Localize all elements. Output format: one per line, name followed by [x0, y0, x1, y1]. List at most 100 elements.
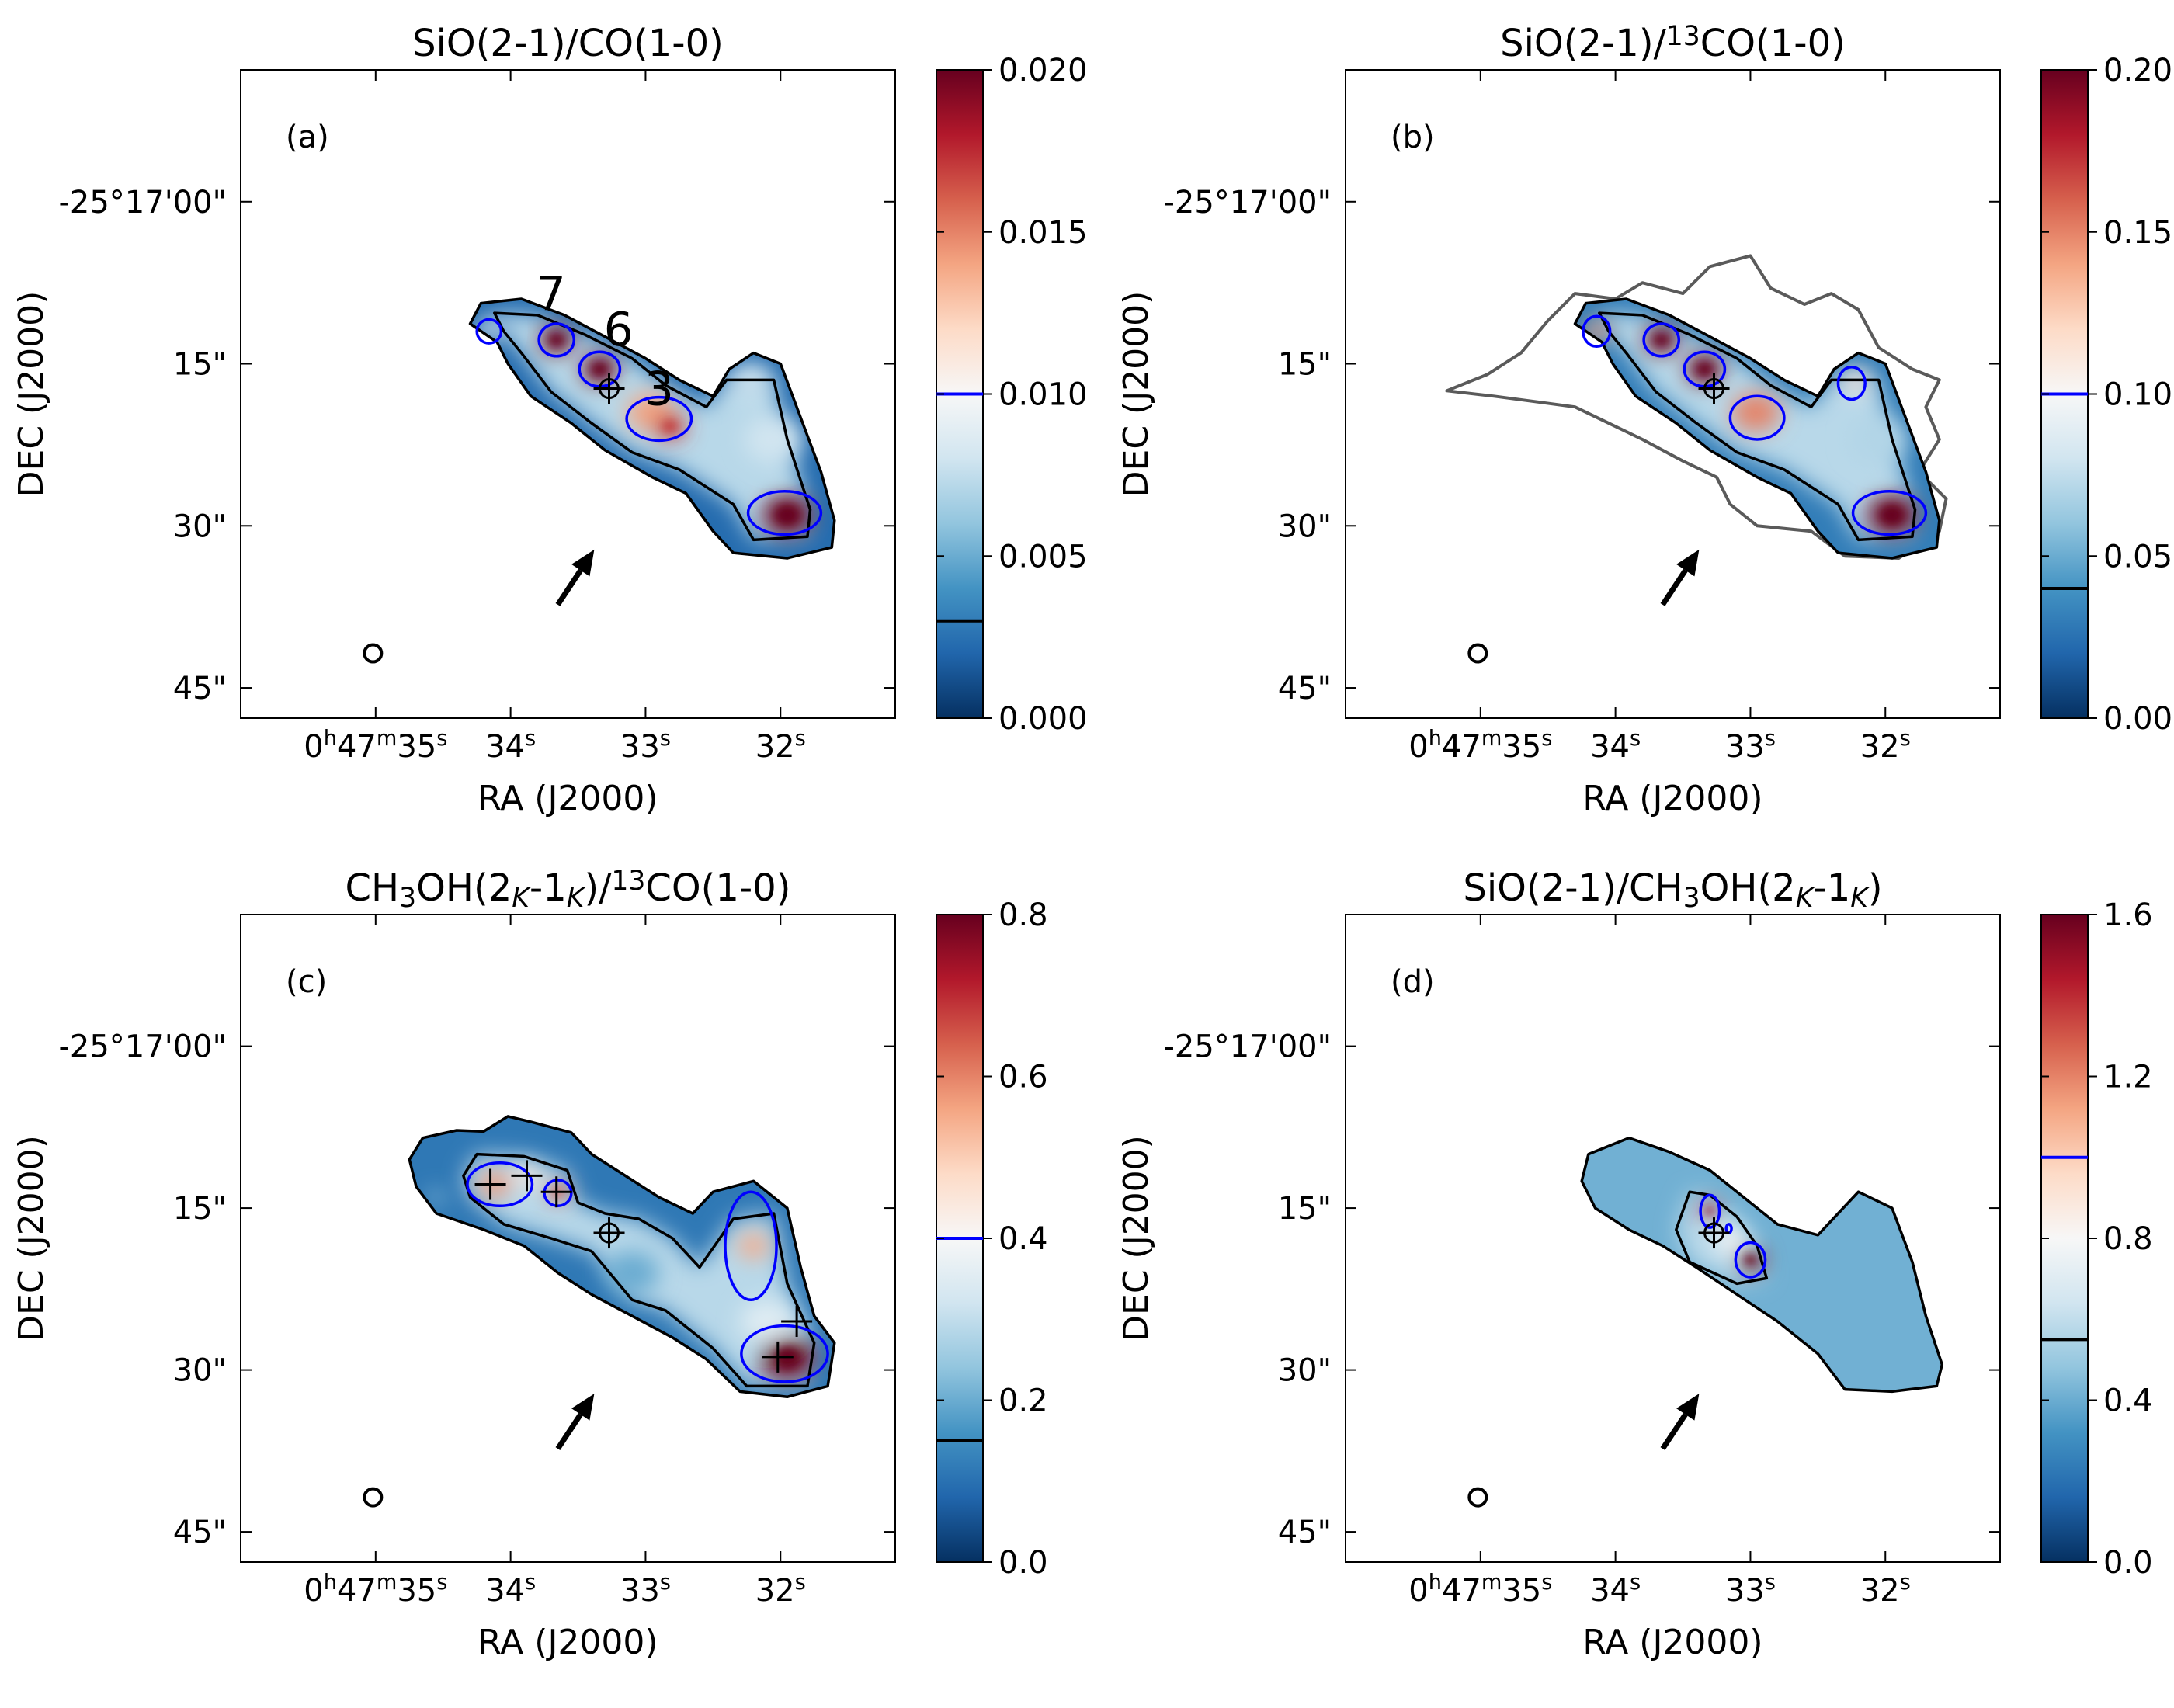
marker-ring [1703, 1222, 1725, 1244]
x-tick-label-part: 33 [1725, 729, 1765, 765]
colorbar-tick-label: 0.0 [998, 1545, 1048, 1581]
panel-title: SiO(2-1)/CO(1-0) [412, 22, 724, 65]
ratio-map [1575, 299, 1940, 558]
direction-arrow-shaft [555, 568, 583, 606]
x-tick-label-part: s [795, 1571, 806, 1595]
x-tick-label-part: h [1429, 727, 1442, 751]
x-tick-label: 0h47m35s [1408, 727, 1552, 765]
plus-marker [762, 1341, 794, 1373]
x-tick-label-part: 32 [755, 729, 795, 765]
hotspot-core [592, 363, 608, 376]
x-tick-label: 34s [1590, 727, 1641, 765]
marker-ring [599, 378, 620, 400]
hotspot [744, 415, 804, 463]
x-tick-label: 34s [485, 727, 536, 765]
x-tick-label-part: s [1900, 727, 1911, 751]
x-tick-label-part: 0 [304, 1573, 323, 1609]
colorbar: 0.0 0.4 0.8 1.2 1.6 [2040, 897, 2153, 1581]
hotspot [428, 1190, 445, 1204]
high-threshold-contour [1728, 394, 1786, 441]
x-tick-label-part: 35 [1502, 1573, 1541, 1609]
axes-frame [240, 914, 896, 1563]
x-tick-label-part: 33 [620, 729, 660, 765]
x-tick-label-part: 32 [755, 1573, 795, 1609]
plus-marker [540, 1176, 572, 1208]
y-tick-label: -25°17'00" [1163, 1029, 1332, 1065]
y-axis-label: DEC (J2000) [1117, 291, 1156, 498]
colorbar-tick-label: 0.4 [2103, 1383, 2153, 1419]
hotspot [605, 1251, 659, 1295]
hotspot-core [1705, 1207, 1714, 1215]
panel-c: 0h47m35s 34s 33s 32s-25°17'00"15"30"45"(c)C… [12, 866, 1048, 1662]
x-tick-label: 0h47m35s [1408, 1571, 1552, 1609]
colorbar-tick-label: 0.00 [2103, 701, 2172, 737]
x-axis-label: RA (J2000) [478, 779, 658, 818]
x-tick-label-part: 33 [1725, 1573, 1765, 1609]
beam-ellipse [1467, 1487, 1488, 1508]
panel-label: (d) [1391, 964, 1435, 1000]
x-tick-label: 32s [1860, 1571, 1911, 1609]
x-tick-label-part: 47 [337, 1573, 377, 1609]
x-tick-label-part: m [377, 727, 397, 751]
colorbar-tick-label: 0.20 [2103, 53, 2172, 89]
y-axis-label: DEC (J2000) [12, 1135, 51, 1342]
x-tick-label: 34s [485, 1571, 536, 1609]
direction-arrow-head [1676, 549, 1700, 577]
plus-marker [511, 1160, 543, 1192]
colorbar-tick-label: 0.6 [998, 1060, 1048, 1095]
colorbar-tick-label: 0.8 [998, 897, 1048, 933]
y-tick-label: 30" [1278, 1353, 1332, 1389]
x-tick-label: 0h47m35s [304, 727, 447, 765]
x-tick-label-part: s [1630, 1571, 1641, 1595]
x-tick-label-part: s [1630, 727, 1641, 751]
x-tick-label-part: h [324, 1571, 337, 1595]
high-threshold-contour [466, 1161, 534, 1208]
x-tick-label-part: 35 [1502, 729, 1541, 765]
beam-ellipse [363, 643, 384, 664]
y-tick-label: 15" [1278, 347, 1332, 383]
direction-arrow-shaft [1660, 568, 1688, 606]
x-tick-label-part: s [1765, 727, 1776, 751]
high-threshold-contour [1642, 322, 1681, 358]
colorbar-tick-label: 0.8 [2103, 1221, 2153, 1257]
x-tick-label-part: 34 [1590, 729, 1630, 765]
x-tick-label-part: 35 [397, 1573, 436, 1609]
colorbar-tick-label: 0.015 [998, 215, 1088, 251]
low-threshold-contour [493, 311, 812, 542]
x-tick-label-part: 47 [1442, 729, 1481, 765]
plus-marker [781, 1306, 813, 1338]
hotspot-core [1744, 1255, 1757, 1265]
x-tick-label-part: s [525, 1571, 536, 1595]
colorbar-tick-label: 0.000 [998, 701, 1088, 737]
x-tick-label-part: 0 [1408, 1573, 1428, 1609]
hotspot [737, 1233, 770, 1259]
x-tick-label-part: m [1481, 1571, 1502, 1595]
colorbar: 0.00 0.05 0.10 0.15 0.20 [2040, 53, 2172, 737]
y-tick-label: 45" [1278, 671, 1332, 706]
panel-d: 0h47m35s 34s 33s 32s-25°17'00"15"30"45"(d)S… [1117, 866, 2153, 1662]
high-threshold-contour [537, 322, 576, 358]
beam-ellipse [1467, 643, 1488, 664]
x-tick-label-part: 34 [485, 729, 525, 765]
marker-ring [599, 1222, 620, 1244]
ratio-map [409, 1116, 835, 1397]
low-threshold-contour [468, 297, 836, 560]
low-threshold-contour [462, 1152, 816, 1388]
circle-plus-marker [593, 1217, 625, 1249]
hotspot-core-layer [1705, 1207, 1757, 1265]
high-threshold-contour [740, 1324, 829, 1383]
axes-frame [240, 69, 896, 719]
x-tick-label-part: s [795, 727, 806, 751]
x-axis-label: RA (J2000) [478, 1623, 658, 1662]
direction-arrow-shaft [1660, 1412, 1688, 1450]
high-threshold-contour [1699, 1193, 1721, 1229]
y-axis-label: DEC (J2000) [1117, 1135, 1156, 1342]
hotspot [1849, 415, 1908, 463]
y-tick-label: 30" [173, 509, 227, 544]
axes-frame [1345, 914, 2001, 1563]
x-tick-label: 34s [1590, 1571, 1641, 1609]
colorbar: 0.000 0.005 0.010 0.015 0.020 [936, 53, 1088, 737]
panel-label: (c) [286, 964, 327, 1000]
